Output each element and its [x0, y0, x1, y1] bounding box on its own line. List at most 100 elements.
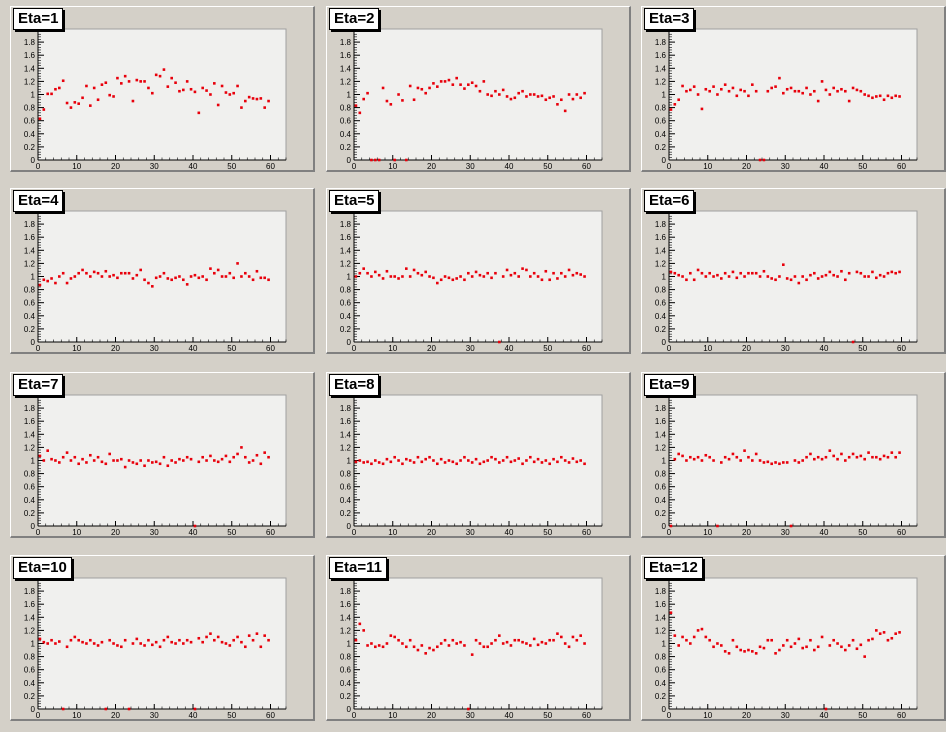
data-point: [669, 108, 673, 111]
data-point: [374, 645, 377, 649]
data-point: [135, 78, 139, 82]
data-point: [120, 82, 123, 85]
data-point: [571, 635, 575, 639]
y-tick-label: 1.4: [340, 430, 352, 439]
plot-title: Eta=8: [329, 374, 380, 396]
data-point: [96, 98, 100, 102]
y-tick-label: 1.8: [340, 404, 352, 413]
data-point: [692, 457, 696, 461]
y-tick-label: 1.8: [340, 220, 352, 229]
x-tick-label: 50: [227, 711, 236, 720]
data-point: [89, 104, 92, 107]
x-tick-label: 60: [582, 344, 591, 353]
data-point: [397, 638, 400, 642]
x-tick-label: 10: [388, 528, 397, 537]
data-point: [867, 451, 870, 454]
data-point: [58, 86, 61, 90]
data-point: [689, 455, 692, 459]
data-point: [108, 638, 111, 642]
data-point: [696, 455, 700, 459]
data-point: [509, 97, 513, 101]
data-point: [762, 461, 766, 464]
data-point: [579, 273, 582, 276]
data-point: [793, 89, 797, 93]
data-point: [886, 638, 890, 642]
y-tick-label: 1: [662, 640, 667, 649]
data-point: [567, 93, 571, 96]
data-point: [836, 642, 839, 645]
data-point: [820, 457, 824, 461]
data-point: [478, 462, 482, 466]
data-point: [871, 96, 874, 100]
data-point: [116, 76, 119, 80]
y-tick-label: 0.8: [340, 653, 352, 662]
data-point: [420, 273, 424, 277]
data-point: [220, 84, 224, 88]
data-point: [436, 281, 439, 285]
data-point: [158, 462, 162, 466]
data-point: [459, 459, 462, 462]
data-point: [723, 271, 727, 275]
data-point: [247, 461, 251, 464]
y-tick-label: 0.8: [340, 286, 352, 295]
x-tick-label: 20: [111, 528, 120, 537]
data-point: [669, 611, 673, 615]
data-point: [267, 278, 270, 282]
data-point: [681, 84, 684, 88]
data-point: [120, 271, 123, 275]
data-point: [716, 642, 719, 645]
x-tick-label: 50: [227, 528, 236, 537]
y-tick-label: 1.4: [340, 613, 352, 622]
data-point: [828, 93, 832, 96]
data-point: [401, 462, 404, 466]
data-point: [439, 80, 443, 83]
data-point: [381, 645, 385, 649]
data-point: [201, 86, 204, 90]
plot-frame: [37, 28, 287, 161]
data-point: [463, 87, 466, 90]
data-point: [77, 102, 80, 105]
y-tick-label: 0.6: [655, 483, 667, 492]
y-tick-label: 1.2: [655, 626, 667, 635]
data-point: [820, 275, 824, 278]
plot-area: 0 0.2 0.4 0.6 0.8 1 1.2 1.4 1.6 1.8 0 10 20 30 40 50 60: [655, 210, 918, 353]
data-point: [751, 83, 754, 86]
data-point: [813, 648, 816, 652]
y-tick-label: 0: [347, 705, 352, 714]
plot-frame: [37, 577, 287, 710]
data-point: [377, 273, 381, 277]
data-point: [766, 460, 770, 464]
data-point: [560, 635, 563, 639]
y-tick-label: 0.6: [655, 299, 667, 308]
data-point: [377, 461, 381, 464]
x-tick-label: 30: [150, 162, 159, 171]
data-point: [708, 271, 711, 275]
data-point: [886, 455, 890, 459]
data-point: [700, 627, 704, 631]
data-point: [844, 278, 847, 282]
data-point: [416, 455, 420, 459]
x-tick-label: 60: [266, 344, 275, 353]
data-point: [731, 452, 735, 456]
data-point: [544, 459, 548, 462]
data-point: [720, 277, 723, 280]
data-point: [875, 629, 878, 632]
data-point: [58, 275, 61, 278]
data-point: [758, 158, 762, 162]
data-point: [232, 638, 235, 642]
data-point: [816, 645, 820, 649]
plot-frame: [37, 394, 287, 527]
data-point: [708, 455, 711, 459]
data-point: [505, 95, 509, 98]
x-tick-label: 50: [543, 711, 552, 720]
data-point: [532, 93, 536, 96]
data-point: [123, 74, 127, 78]
data-point: [96, 644, 100, 647]
data-point: [112, 642, 115, 645]
data-point: [470, 653, 474, 656]
plot-area: 0 0.2 0.4 0.6 0.8 1 1.2 1.4 1.6 1.8 0 10 20 30 40 50 60: [24, 210, 287, 353]
x-tick-label: 30: [150, 528, 159, 537]
data-point: [38, 117, 42, 121]
data-point: [182, 642, 185, 645]
data-point: [685, 638, 688, 642]
